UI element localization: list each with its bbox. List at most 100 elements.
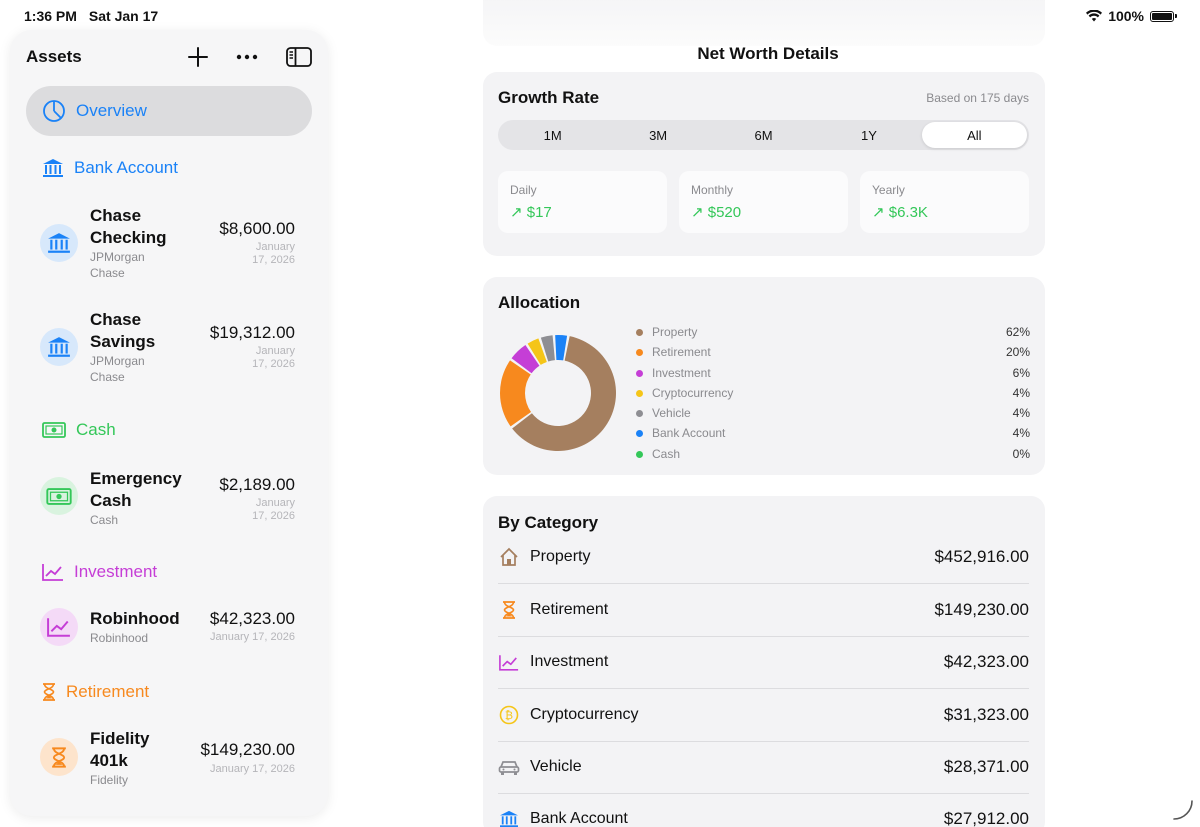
account-name: Emergency Cash: [90, 469, 182, 510]
legend-label: Cryptocurrency: [652, 385, 734, 400]
chart-line-icon: [498, 651, 520, 673]
scrolled-chart-fade: [483, 0, 1045, 46]
section-cash[interactable]: Cash: [42, 420, 116, 440]
donut-slice-retirement: [500, 360, 532, 427]
range-segmented-control: 1M 3M 6M 1Y All: [498, 120, 1029, 150]
legend-percent: 4%: [1012, 406, 1030, 421]
legend-dot: [636, 369, 643, 377]
status-time: 1:36 PM: [24, 8, 77, 24]
account-row[interactable]: Chase Checking JPMorgan Chase $8,600.00 Ja…: [40, 205, 300, 285]
account-date: January 17, 2026: [252, 241, 295, 266]
account-name: Chase Checking: [90, 206, 167, 247]
legend-item: Vehicle 4%: [636, 405, 1030, 425]
account-institution: Fidelity: [90, 773, 129, 787]
section-retirement[interactable]: Retirement: [42, 682, 149, 702]
stat-daily: Daily ↗ $17: [498, 171, 667, 233]
category-row[interactable]: Investment $42,323.00: [498, 637, 1029, 689]
category-row[interactable]: Property $452,916.00: [498, 532, 1029, 584]
sidebar-toggle-icon[interactable]: [286, 47, 312, 67]
section-label: Retirement: [66, 682, 150, 701]
range-option-1m[interactable]: 1M: [543, 127, 562, 143]
bank-icon: [48, 233, 70, 253]
stat-value: ↗ $17: [510, 204, 552, 221]
legend-item: Property 62%: [636, 324, 1030, 344]
growth-basis: Based on 175 days: [926, 91, 1029, 105]
account-institution: JPMorgan Chase: [90, 354, 145, 384]
hourglass-icon: [43, 683, 55, 701]
category-name: Vehicle: [530, 758, 582, 775]
account-date: January 17, 2026: [209, 763, 295, 775]
by-category-card: By Category Property $452,916.00 Retirem…: [483, 496, 1045, 827]
category-row[interactable]: Retirement $149,230.00: [498, 585, 1029, 637]
card-title: Growth Rate: [498, 88, 600, 107]
stat-label: Daily: [510, 183, 537, 197]
avatar: [40, 328, 78, 366]
account-institution: JPMorgan Chase: [90, 250, 145, 280]
category-amount: $28,371.00: [943, 757, 1029, 776]
svg-text:₿: ₿: [505, 709, 513, 722]
legend-label: Vehicle: [652, 406, 691, 421]
account-row[interactable]: Emergency Cash Cash $2,189.00 January 17, …: [40, 468, 300, 528]
car-icon: [498, 756, 520, 778]
account-row[interactable]: Fidelity 401k Fidelity $149,230.00 Januar…: [40, 728, 300, 788]
sidebar-title: Assets: [26, 47, 82, 66]
account-amount: $8,600.00: [219, 219, 295, 238]
range-option-all[interactable]: All: [921, 122, 1028, 148]
category-row[interactable]: Bank Account $27,912.00: [498, 794, 1029, 827]
range-option-3m[interactable]: 3M: [649, 127, 668, 143]
section-bank-account[interactable]: Bank Account: [42, 158, 178, 178]
range-option-6m[interactable]: 6M: [754, 127, 773, 143]
card-title: Allocation: [498, 293, 581, 312]
account-row[interactable]: Chase Savings JPMorgan Chase $19,312.00 Ja…: [40, 309, 300, 389]
category-row[interactable]: ₿ Cryptocurrency $31,323.00: [498, 690, 1029, 742]
cash-icon: [46, 487, 72, 505]
legend-item: Investment 6%: [636, 365, 1030, 385]
category-row[interactable]: Vehicle $28,371.00: [498, 742, 1029, 794]
donut-slice-bank-account: [555, 335, 568, 361]
legend-percent: 4%: [1012, 426, 1030, 441]
allocation-legend: Property 62% Retirement 20% Investment 6% C…: [636, 324, 1030, 466]
chart-line-icon: [42, 564, 63, 581]
sidebar: Assets Overview Bank Account Chase Checki…: [10, 30, 328, 816]
sidebar-header: Assets: [26, 44, 312, 70]
legend-dot: [636, 389, 643, 397]
category-name: Cryptocurrency: [530, 706, 639, 723]
legend-label: Investment: [652, 365, 711, 380]
page-title: Net Worth Details: [697, 44, 839, 63]
legend-dot: [636, 329, 643, 336]
account-amount: $42,323.00: [209, 609, 295, 628]
section-investment[interactable]: Investment: [42, 562, 157, 582]
legend-item: Cash 0%: [636, 446, 1030, 466]
cash-icon: [42, 422, 66, 438]
stat-label: Monthly: [691, 183, 734, 197]
account-date: January 17, 2026: [252, 497, 295, 522]
account-amount: $19,312.00: [209, 323, 295, 342]
more-icon[interactable]: [236, 54, 258, 60]
account-row[interactable]: Robinhood Robinhood $42,323.00 January 1…: [40, 608, 300, 648]
avatar: [40, 224, 78, 262]
legend-percent: 62%: [1005, 325, 1030, 339]
status-date: Sat Jan 17: [88, 8, 159, 24]
donut-slice-property: [512, 336, 616, 451]
wifi-icon: [1086, 10, 1103, 22]
bank-icon: [48, 337, 70, 357]
stat-value: ↗ $6.3K: [872, 204, 928, 221]
growth-rate-card: Growth Rate Based on 175 days 1M 3M 6M 1…: [483, 72, 1045, 256]
donut-slice-cryptocurrency: [527, 338, 547, 365]
add-icon[interactable]: [188, 47, 208, 67]
legend-label: Retirement: [652, 345, 711, 360]
battery-icon: [1150, 10, 1177, 22]
sidebar-item-overview[interactable]: Overview: [26, 86, 312, 136]
stat-yearly: Yearly ↗ $6.3K: [860, 171, 1029, 233]
legend-label: Bank Account: [652, 426, 726, 441]
hourglass-icon: [52, 746, 66, 768]
battery-percent: 100%: [1108, 8, 1144, 24]
resize-handle-icon[interactable]: [1172, 799, 1194, 821]
account-date: January 17, 2026: [209, 631, 295, 643]
donut-slice-investment: [511, 345, 540, 374]
account-amount: $2,189.00: [219, 475, 295, 494]
avatar: [40, 477, 78, 515]
card-title: By Category: [498, 513, 599, 532]
range-option-1y[interactable]: 1Y: [860, 127, 877, 143]
legend-dot: [636, 410, 643, 418]
